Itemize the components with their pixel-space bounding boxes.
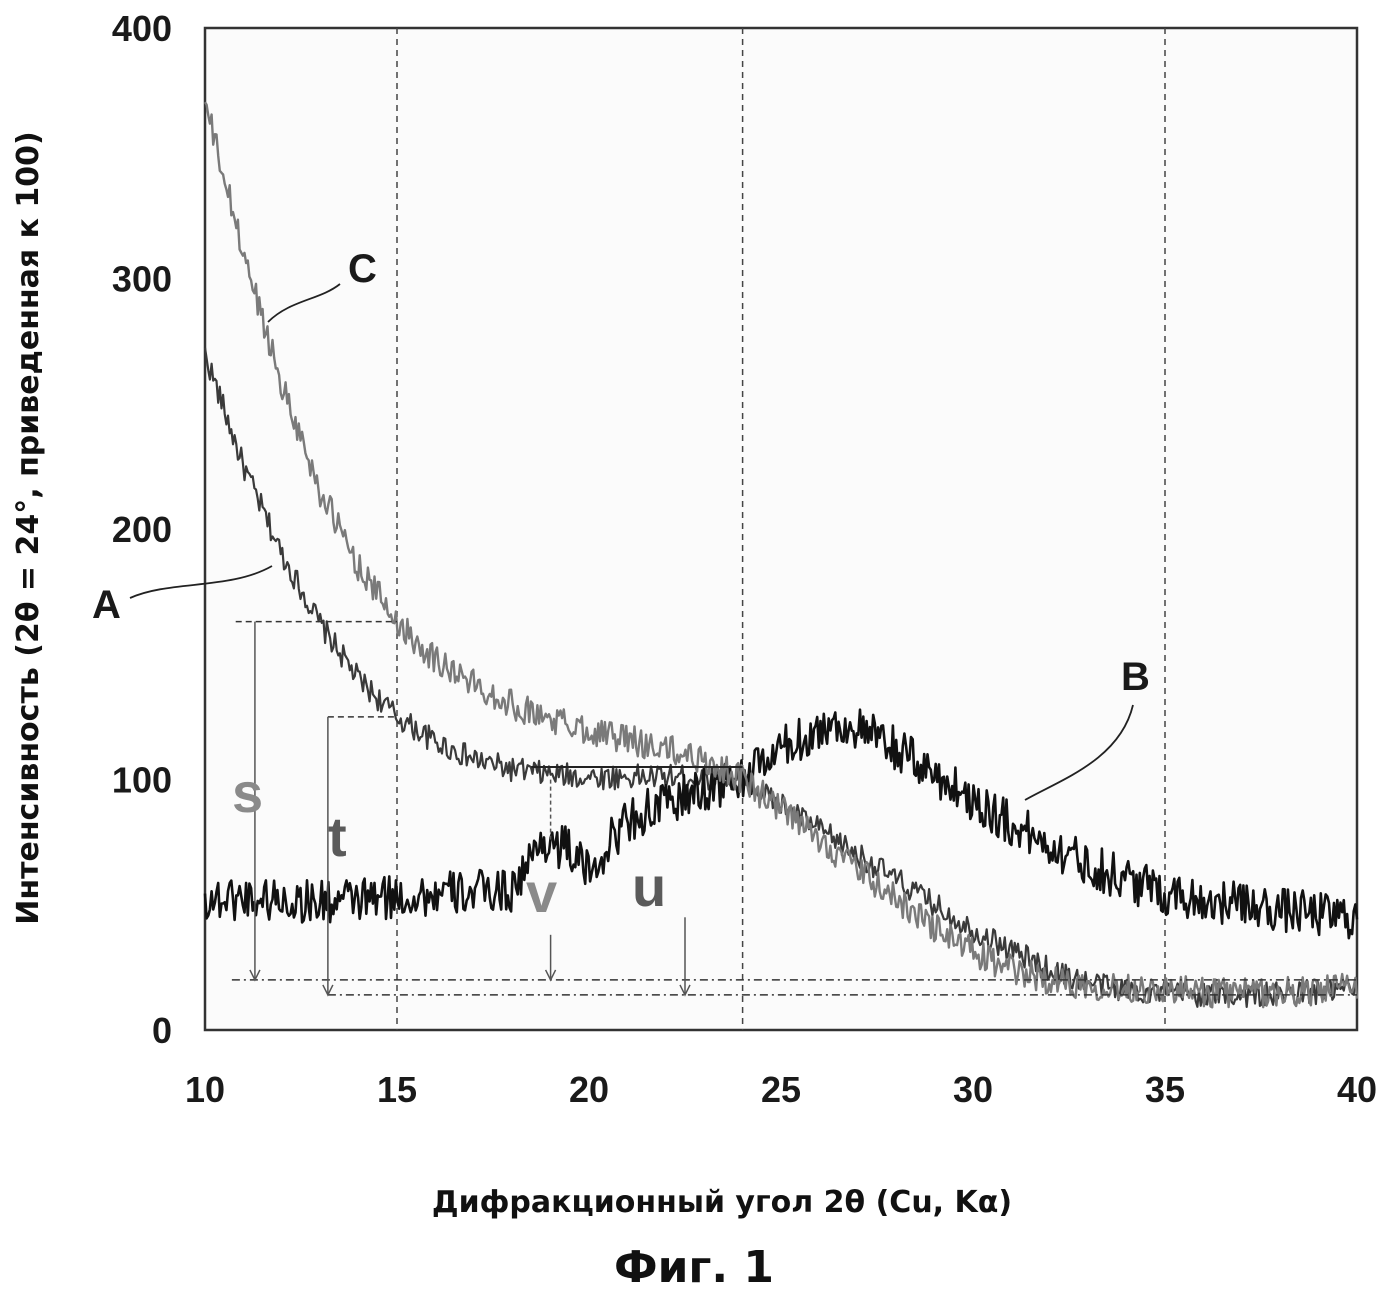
annotation-s: s xyxy=(232,761,263,824)
x-tick-label: 15 xyxy=(377,1069,417,1110)
x-tick-labels: 10 15 20 25 30 35 40 xyxy=(185,1069,1377,1110)
x-axis-title: Дифракционный угол 2θ (Cu, Kα) xyxy=(432,1185,1012,1220)
annotation-t: t xyxy=(328,805,347,868)
y-tick-labels: 0 100 200 300 400 xyxy=(112,8,172,1051)
figure-caption: Фиг. 1 xyxy=(0,1242,1388,1293)
curve-label-c: C xyxy=(348,247,377,291)
x-tick-label: 40 xyxy=(1337,1069,1377,1110)
curve-label-a: A xyxy=(92,583,121,627)
curve-label-b: B xyxy=(1121,655,1150,699)
y-axis-title: Интенсивность (2θ = 24°, приведенная к 1… xyxy=(11,131,46,925)
y-tick-label: 100 xyxy=(112,760,172,801)
plot-frame xyxy=(205,28,1357,1030)
x-tick-label: 35 xyxy=(1145,1069,1185,1110)
x-tick-label: 30 xyxy=(953,1069,993,1110)
x-tick-label: 25 xyxy=(761,1069,801,1110)
annotation-u: u xyxy=(632,855,666,918)
y-tick-label: 0 xyxy=(152,1010,172,1051)
y-tick-label: 200 xyxy=(112,509,172,550)
diffraction-chart: 10 15 20 25 30 35 40 0 100 200 300 400 A B C s t v… xyxy=(0,0,1388,1240)
x-tick-label: 20 xyxy=(569,1069,609,1110)
annotation-v: v xyxy=(526,861,557,924)
y-tick-label: 300 xyxy=(112,259,172,300)
y-tick-label: 400 xyxy=(112,8,172,49)
x-tick-label: 10 xyxy=(185,1069,225,1110)
